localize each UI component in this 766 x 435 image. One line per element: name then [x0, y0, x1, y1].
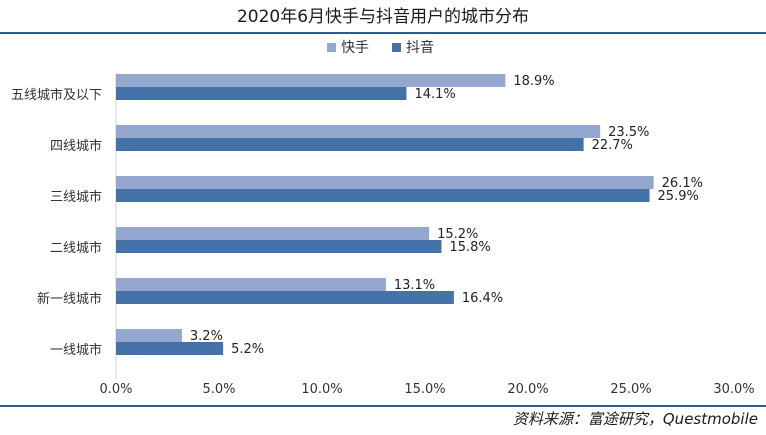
data-label: 3.2% [190, 329, 223, 344]
category-label: 四线城市 [50, 138, 102, 154]
category-label: 三线城市 [50, 189, 102, 205]
x-tick-label: 10.0% [301, 382, 342, 397]
bar [116, 125, 601, 138]
data-label: 5.2% [231, 342, 264, 357]
data-label: 16.4% [462, 291, 503, 306]
legend-swatch-douyin [392, 43, 401, 52]
data-label: 22.7% [592, 138, 633, 153]
data-label: 26.1% [662, 176, 703, 191]
plot-area: 五线城市及以下 18.9% 14.1% 四线城市 23.5%22.7% 三线城市 26.1%… [11, 73, 703, 379]
bar [116, 138, 584, 151]
data-label: 25.9% [658, 189, 699, 204]
data-label: 23.5% [608, 125, 649, 140]
x-tick-label: 15.0% [404, 382, 445, 397]
bar [116, 278, 386, 291]
legend-label-douyin: 抖音 [406, 39, 434, 56]
category-label: 一线城市 [50, 342, 102, 358]
legend-label-kuaishou: 快手 [341, 40, 369, 56]
chart-title: 2020年6月快手与抖音用户的城市分布 [237, 7, 529, 27]
bar [116, 240, 442, 253]
category-label: 新一线城市 [37, 291, 102, 307]
category-label: 五线城市及以下 [11, 87, 102, 103]
x-axis: 0.0% 5.0% 10.0% 15.0% 20.0% 25.0% 30.0% [99, 382, 754, 397]
x-tick-label: 0.0% [99, 382, 132, 397]
bar [116, 74, 506, 87]
bar [116, 176, 654, 189]
x-tick-label: 25.0% [610, 382, 651, 397]
bar [116, 291, 454, 304]
legend: 快手 抖音 [327, 39, 434, 56]
x-tick-label: 30.0% [713, 382, 754, 397]
data-label: 13.1% [394, 278, 435, 293]
legend-swatch-kuaishou [327, 43, 336, 52]
x-tick-label: 20.0% [507, 382, 548, 397]
data-label: 14.1% [414, 87, 455, 102]
bar [116, 329, 182, 342]
bar [116, 227, 430, 240]
data-label: 18.9% [513, 74, 554, 89]
x-tick-label: 5.0% [202, 382, 235, 397]
bar [116, 189, 650, 202]
source-note: 资料来源：富途研究，Questmobile [513, 410, 758, 428]
bar [116, 87, 407, 100]
bar [116, 342, 224, 355]
data-label: 15.8% [449, 240, 490, 255]
data-label: 15.2% [437, 227, 478, 242]
category-label: 二线城市 [50, 240, 102, 256]
